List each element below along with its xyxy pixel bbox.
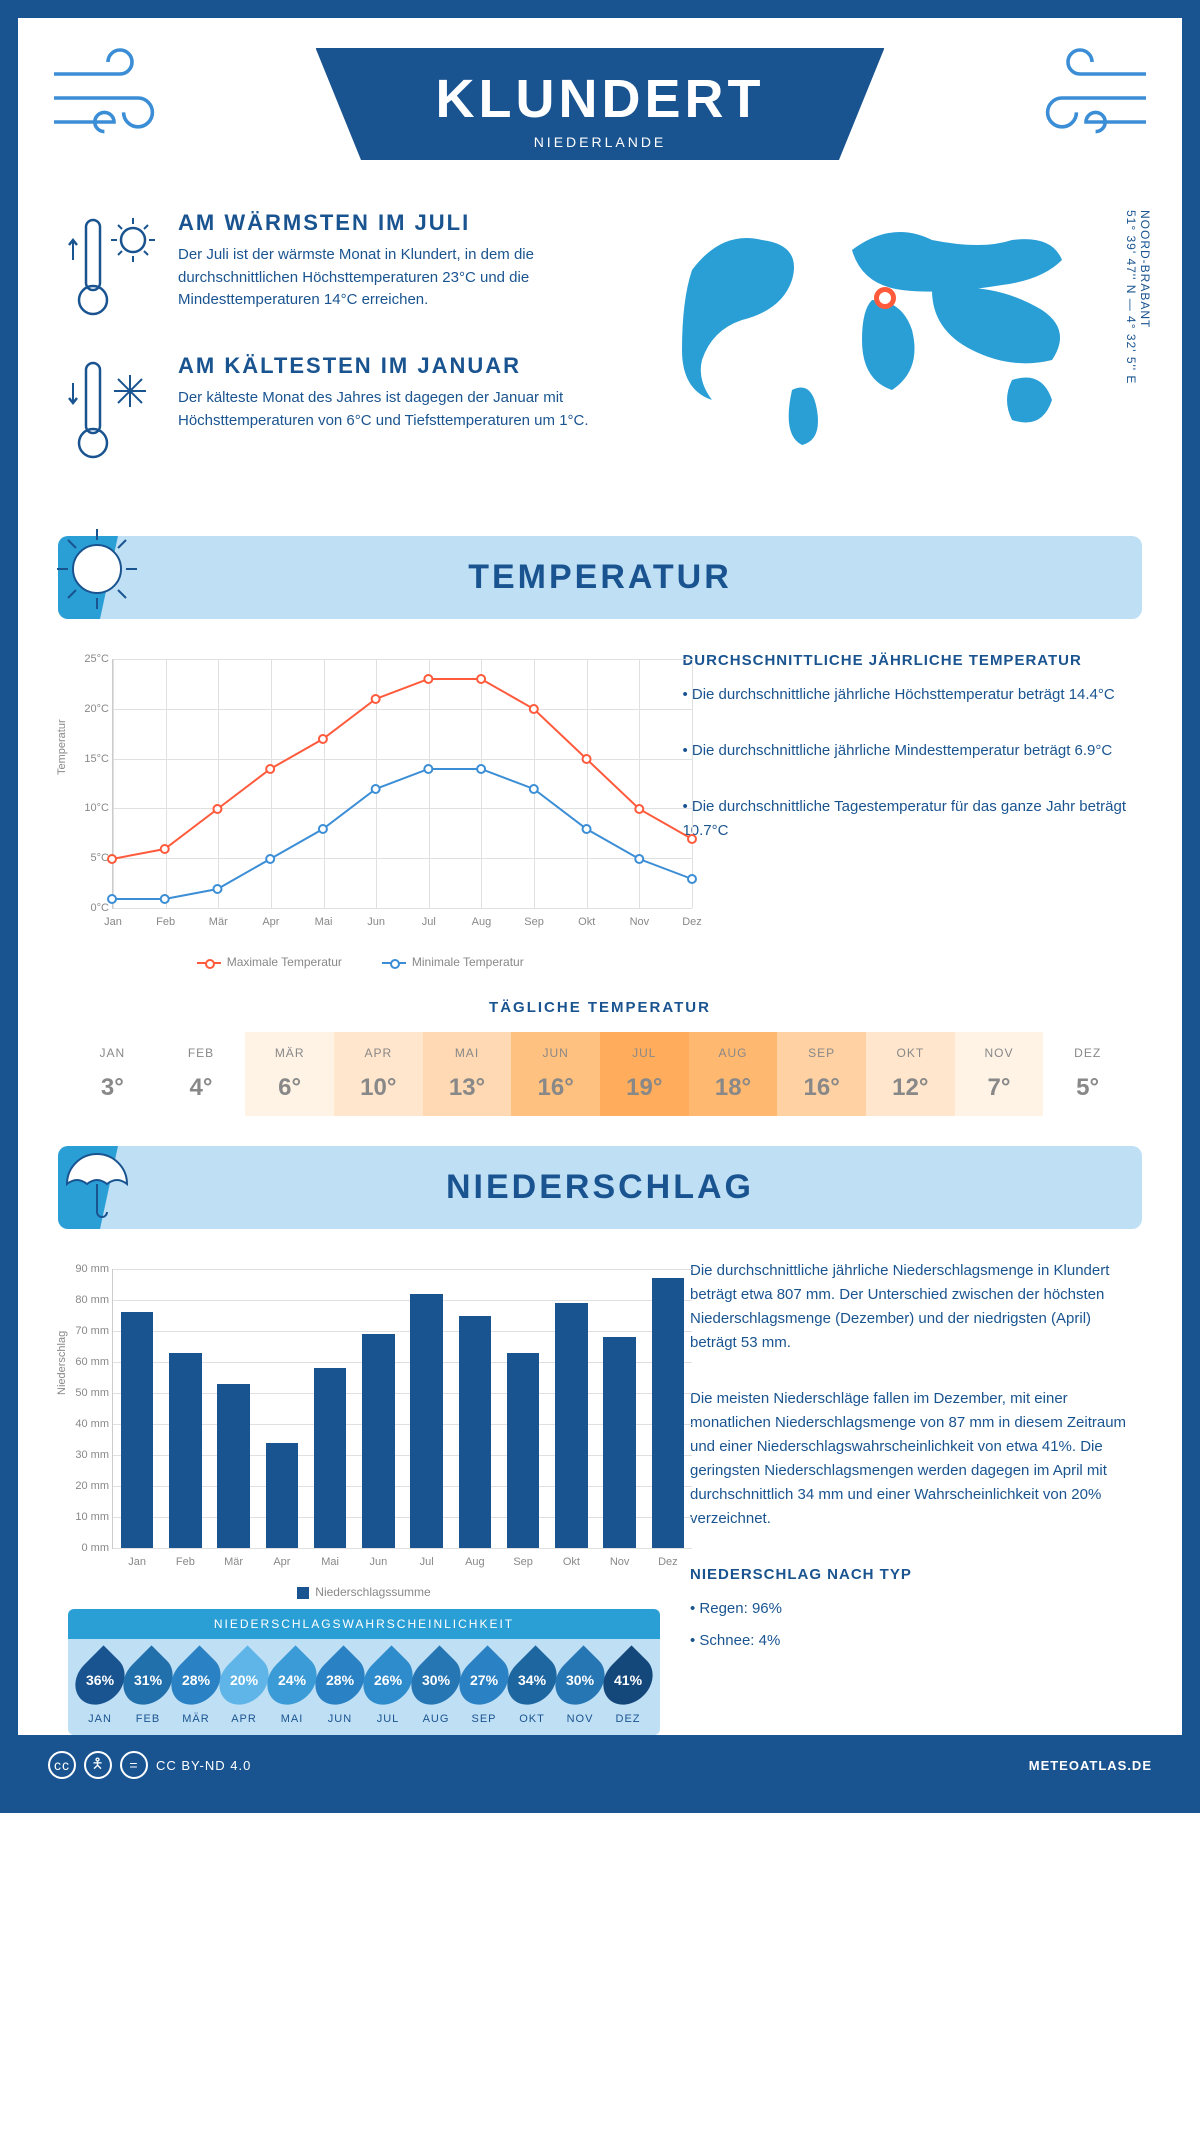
daily-cell: FEB4° xyxy=(157,1032,246,1116)
daily-temp-strip: JAN3°FEB4°MÄR6°APR10°MAI13°JUN16°JUL19°A… xyxy=(68,1032,1132,1116)
daily-cell: JUN16° xyxy=(511,1032,600,1116)
precipitation-text: Die durchschnittliche jährliche Niedersc… xyxy=(690,1259,1132,1735)
temperature-text: DURCHSCHNITTLICHE JÄHRLICHE TEMPERATUR •… xyxy=(682,649,1132,969)
header: KLUNDERT NIEDERLANDE xyxy=(18,18,1182,170)
precip-bar xyxy=(459,1316,491,1549)
coldest-text: AM KÄLTESTEN IM JANUAR Der kälteste Mona… xyxy=(178,353,632,468)
by-icon: 🯅 xyxy=(84,1751,112,1779)
coldest-fact: AM KÄLTESTEN IM JANUAR Der kälteste Mona… xyxy=(68,353,632,468)
daily-cell: DEZ5° xyxy=(1043,1032,1132,1116)
cc-icon: cc xyxy=(48,1751,76,1779)
daily-cell: NOV7° xyxy=(955,1032,1044,1116)
precip-bar xyxy=(410,1294,442,1548)
temp-bullet: • Die durchschnittliche Tagestemperatur … xyxy=(682,795,1132,843)
daily-temp-title: TÄGLICHE TEMPERATUR xyxy=(18,999,1182,1016)
sun-icon xyxy=(52,524,142,614)
prob-drop: 41%DEZ xyxy=(606,1653,650,1725)
temperature-section-header: TEMPERATUR xyxy=(58,536,1142,619)
prob-drop: 27%SEP xyxy=(462,1653,506,1725)
precip-probability-panel: NIEDERSCHLAGSWAHRSCHEINLICHKEIT 36%JAN31… xyxy=(68,1609,660,1735)
temperature-row: Temperatur 0°C5°C10°C15°C20°C25°CJanFebM… xyxy=(18,649,1182,969)
precip-p2: Die meisten Niederschläge fallen im Deze… xyxy=(690,1387,1132,1531)
precip-ylabel: Niederschlag xyxy=(56,1331,68,1395)
map-column: NOORD-BRABANT 51° 39' 47'' N — 4° 32' 5'… xyxy=(672,210,1132,496)
location-marker-icon xyxy=(874,287,896,309)
coordinates-label: NOORD-BRABANT 51° 39' 47'' N — 4° 32' 5'… xyxy=(1124,210,1152,384)
legend-max: Maximale Temperatur xyxy=(197,955,342,969)
page: KLUNDERT NIEDERLANDE AM WÄRMSTEN IM JULI… xyxy=(0,0,1200,1813)
precip-bar xyxy=(603,1337,635,1548)
precip-type-bullet: • Schnee: 4% xyxy=(690,1629,1132,1653)
wind-icon-right xyxy=(1032,48,1152,148)
daily-cell: MÄR6° xyxy=(245,1032,334,1116)
precip-p1: Die durchschnittliche jährliche Niedersc… xyxy=(690,1259,1132,1355)
prob-drop: 28%MÄR xyxy=(174,1653,218,1725)
temp-bullet: • Die durchschnittliche jährliche Höchst… xyxy=(682,683,1132,707)
precip-bar xyxy=(266,1443,298,1548)
daily-cell: OKT12° xyxy=(866,1032,955,1116)
temp-legend: Maximale Temperatur Minimale Temperatur xyxy=(68,955,652,969)
temperature-title: TEMPERATUR xyxy=(58,558,1142,597)
coldest-title: AM KÄLTESTEN IM JANUAR xyxy=(178,353,632,379)
coords-text: 51° 39' 47'' N — 4° 32' 5'' E xyxy=(1124,210,1138,384)
daily-cell: AUG18° xyxy=(689,1032,778,1116)
warmest-title: AM WÄRMSTEN IM JULI xyxy=(178,210,632,236)
daily-cell: SEP16° xyxy=(777,1032,866,1116)
wind-icon-left xyxy=(48,48,168,148)
title-ribbon: KLUNDERT NIEDERLANDE xyxy=(316,48,885,160)
precipitation-title: NIEDERSCHLAG xyxy=(58,1168,1142,1207)
legend-min: Minimale Temperatur xyxy=(382,955,524,969)
prob-drop: 30%NOV xyxy=(558,1653,602,1725)
precip-bar xyxy=(314,1368,346,1548)
world-map xyxy=(672,210,1092,450)
site-name: METEOATLAS.DE xyxy=(1029,1758,1152,1773)
prob-drop: 31%FEB xyxy=(126,1653,170,1725)
daily-cell: APR10° xyxy=(334,1032,423,1116)
thermometer-snow-icon xyxy=(68,353,158,468)
precip-bar xyxy=(217,1384,249,1548)
precip-bar xyxy=(555,1303,587,1548)
nd-icon: = xyxy=(120,1751,148,1779)
precip-bar xyxy=(362,1334,394,1548)
precip-type-bullet: • Regen: 96% xyxy=(690,1597,1132,1621)
prob-title: NIEDERSCHLAGSWAHRSCHEINLICHKEIT xyxy=(68,1609,660,1639)
precip-bar xyxy=(121,1312,153,1548)
prob-drop: 26%JUL xyxy=(366,1653,410,1725)
country-subtitle: NIEDERLANDE xyxy=(436,134,765,150)
license-block: cc 🯅 = CC BY-ND 4.0 xyxy=(48,1751,251,1779)
daily-cell: JAN3° xyxy=(68,1032,157,1116)
region-text: NOORD-BRABANT xyxy=(1138,210,1152,328)
city-title: KLUNDERT xyxy=(436,68,765,130)
warmest-fact: AM WÄRMSTEN IM JULI Der Juli ist der wär… xyxy=(68,210,632,325)
license-text: CC BY-ND 4.0 xyxy=(156,1758,251,1773)
intro-row: AM WÄRMSTEN IM JULI Der Juli ist der wär… xyxy=(18,170,1182,516)
temp-bullet: • Die durchschnittliche jährliche Mindes… xyxy=(682,739,1132,763)
footer: cc 🯅 = CC BY-ND 4.0 METEOATLAS.DE xyxy=(18,1735,1182,1795)
facts-column: AM WÄRMSTEN IM JULI Der Juli ist der wär… xyxy=(68,210,632,496)
precipitation-bar-chart: Niederschlag 0 mm10 mm20 mm30 mm40 mm50 … xyxy=(68,1259,660,1735)
precip-bar xyxy=(652,1278,684,1548)
daily-cell: MAI13° xyxy=(423,1032,512,1116)
precip-legend: Niederschlagssumme xyxy=(68,1585,660,1599)
thermometer-sun-icon xyxy=(68,210,158,325)
coldest-desc: Der kälteste Monat des Jahres ist dagege… xyxy=(178,387,632,432)
precipitation-section-header: NIEDERSCHLAG xyxy=(58,1146,1142,1229)
prob-drop: 28%JUN xyxy=(318,1653,362,1725)
warmest-desc: Der Juli ist der wärmste Monat in Klunde… xyxy=(178,244,632,312)
precip-type-heading: NIEDERSCHLAG NACH TYP xyxy=(690,1563,1132,1587)
warmest-text: AM WÄRMSTEN IM JULI Der Juli ist der wär… xyxy=(178,210,632,325)
prob-drop: 30%AUG xyxy=(414,1653,458,1725)
prob-drop: 24%MAI xyxy=(270,1653,314,1725)
precip-bar xyxy=(169,1353,201,1548)
temperature-line-chart: Temperatur 0°C5°C10°C15°C20°C25°CJanFebM… xyxy=(68,649,652,969)
prob-drop: 36%JAN xyxy=(78,1653,122,1725)
prob-drop: 34%OKT xyxy=(510,1653,554,1725)
temp-ylabel: Temperatur xyxy=(56,719,68,775)
daily-cell: JUL19° xyxy=(600,1032,689,1116)
temp-text-heading: DURCHSCHNITTLICHE JÄHRLICHE TEMPERATUR xyxy=(682,649,1132,673)
precipitation-row: Niederschlag 0 mm10 mm20 mm30 mm40 mm50 … xyxy=(18,1259,1182,1735)
precip-bar xyxy=(507,1353,539,1548)
prob-drop: 20%APR xyxy=(222,1653,266,1725)
umbrella-icon xyxy=(52,1134,142,1224)
